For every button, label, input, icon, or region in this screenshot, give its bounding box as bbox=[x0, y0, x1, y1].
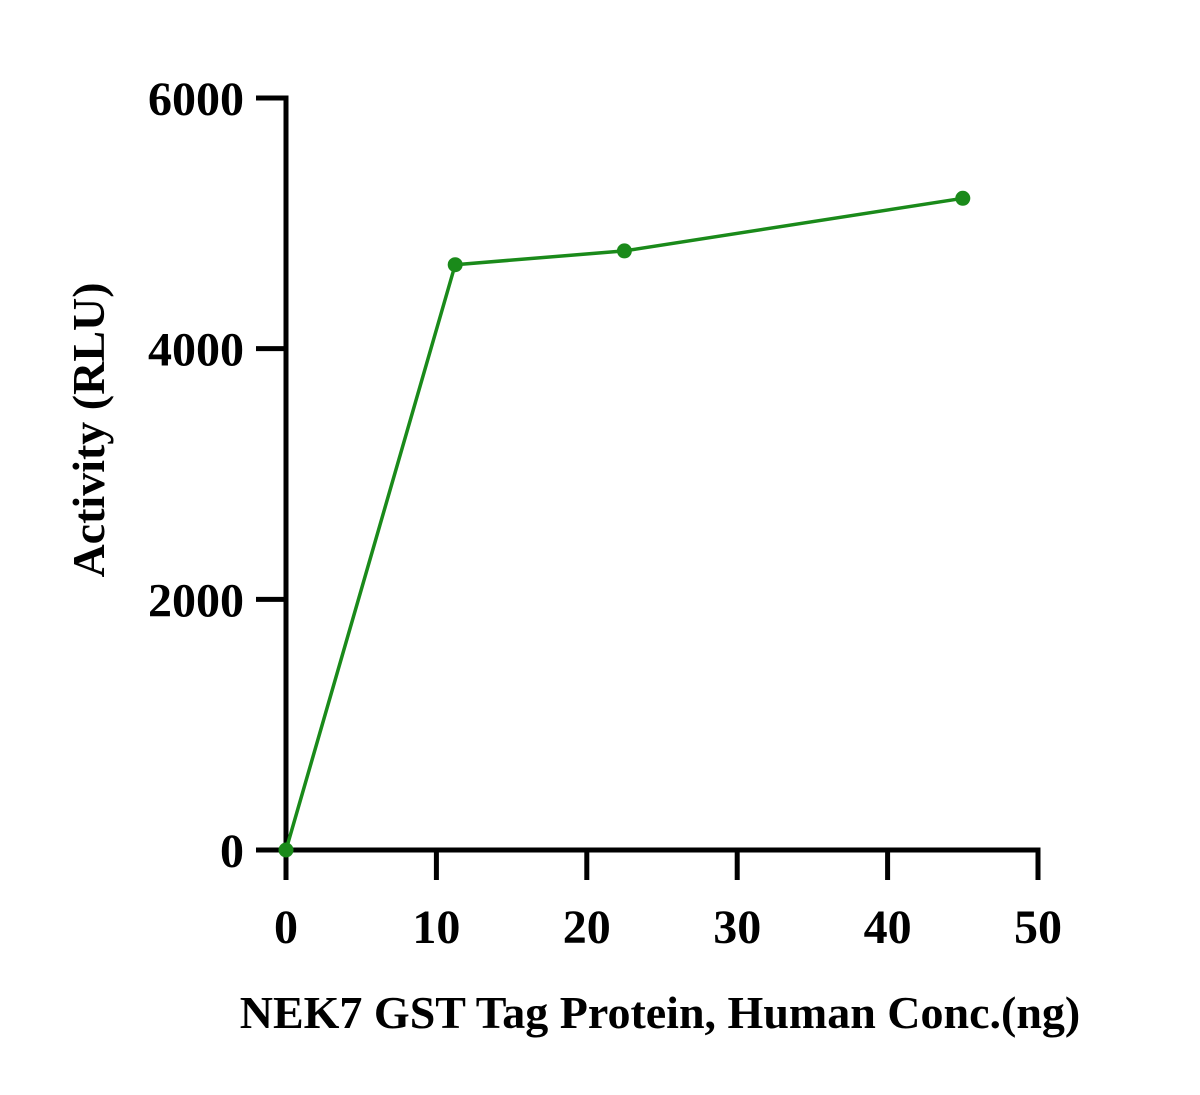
y-tick-label: 6000 bbox=[148, 73, 244, 126]
y-tick-label: 0 bbox=[220, 825, 244, 878]
x-tick-label: 40 bbox=[864, 901, 912, 954]
series bbox=[278, 190, 971, 858]
x-axis-label: NEK7 GST Tag Protein, Human Conc.(ng) bbox=[240, 987, 1081, 1038]
x-tick-label: 30 bbox=[713, 901, 761, 954]
ticks: 0 2000 4000 6000 0 10 20 30 40 50 bbox=[148, 73, 1062, 954]
y-tick-label: 4000 bbox=[148, 324, 244, 377]
y-tick-label: 2000 bbox=[148, 574, 244, 627]
x-tick-label: 10 bbox=[412, 901, 460, 954]
series-line bbox=[284, 196, 964, 851]
y-axis-label: Activity (RLU) bbox=[63, 282, 114, 577]
data-point bbox=[278, 842, 294, 858]
data-point bbox=[955, 190, 971, 206]
x-tick-label: 0 bbox=[274, 901, 298, 954]
data-point bbox=[616, 243, 632, 259]
data-point bbox=[447, 257, 463, 273]
x-tick-label: 20 bbox=[563, 901, 611, 954]
x-tick-label: 50 bbox=[1014, 901, 1062, 954]
axes bbox=[283, 95, 1041, 853]
